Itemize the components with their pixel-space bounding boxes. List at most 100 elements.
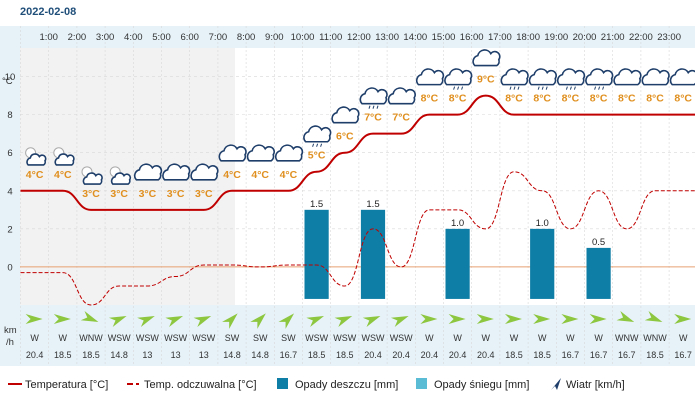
hour-label: 12:00: [347, 32, 371, 43]
y-tick-label: 10: [5, 72, 16, 83]
wind-arrow-icon: [80, 310, 99, 322]
wind-arrow-icon: [674, 314, 692, 324]
rain-drop: [316, 143, 319, 147]
wind-direction-label: W: [510, 333, 519, 343]
wind-speed-label: 16.7: [562, 350, 580, 360]
wind-arrow-icon: [53, 314, 71, 324]
hour-label: 8:00: [237, 32, 256, 43]
wind-arrow-shape: [616, 310, 635, 322]
cloud-shape: [162, 163, 191, 181]
temperature-label: 8°C: [674, 93, 692, 105]
wind-direction-label: WSW: [164, 333, 187, 343]
left-axis-panel: [0, 26, 20, 366]
cloud-icon: [331, 106, 360, 124]
wind-arrow-shape: [222, 313, 238, 329]
temperature-label: 8°C: [562, 93, 580, 105]
rain-drop: [453, 86, 456, 90]
cloud-icon: [415, 68, 445, 86]
rain-drop: [598, 86, 601, 90]
temperature-label: 3°C: [195, 188, 213, 200]
wind-arrow-icon: [250, 313, 266, 329]
hour-label: 20:00: [573, 32, 597, 43]
hour-label: 9:00: [265, 32, 284, 43]
wind-arrow-shape: [420, 314, 438, 324]
hour-label: 7:00: [209, 32, 228, 43]
cloud-shape: [274, 144, 304, 162]
temperature-label: 3°C: [110, 188, 128, 200]
wind-speed-label: 20.4: [392, 350, 410, 360]
cloud-sun-night-icon: [53, 147, 75, 166]
wind-direction-label: W: [594, 333, 603, 343]
legend-rain-label: Opady deszczu [mm]: [295, 379, 398, 391]
wind-speed-label: 14.8: [110, 350, 128, 360]
rain-cloud-icon: [556, 68, 586, 90]
rain-drop: [376, 105, 379, 109]
wind-arrow-shape: [476, 314, 494, 324]
rain-drop: [537, 86, 540, 90]
wind-speed-label: 16.7: [590, 350, 608, 360]
temperature-line: [20, 94, 695, 211]
wind-arrow-icon: [137, 316, 155, 328]
wind-band: [20, 305, 695, 366]
wind-arrow-icon: [561, 314, 579, 324]
cloud-sun-night-icon: [109, 166, 132, 185]
temperature-label: 4°C: [223, 169, 241, 181]
rain-cloud-icon: [359, 87, 388, 109]
wind-arrow-icon: [278, 313, 295, 329]
wind-unit-label-h: /h: [6, 337, 14, 348]
wind-arrow-icon: [306, 316, 325, 328]
rain-cloud-icon: [444, 68, 473, 90]
hour-label: 5:00: [152, 32, 171, 43]
wind-arrow-shape: [80, 310, 99, 322]
wind-direction-label: W: [59, 333, 68, 343]
wind-speed-label: 20.4: [364, 350, 382, 360]
wind-speed-label: 18.5: [505, 350, 523, 360]
wind-direction-label: W: [425, 333, 434, 343]
temperature-label: 4°C: [54, 169, 72, 181]
wind-arrow-shape: [306, 316, 325, 328]
wind-arrow-icon: [420, 314, 438, 324]
wind-arrow-icon: [193, 316, 212, 328]
wind-direction-label: W: [566, 333, 575, 343]
y-axis-unit: °C: [2, 76, 13, 87]
rain-cloud-icon: [585, 68, 614, 90]
cloud-shape: [444, 68, 473, 86]
wind-speed-label: 16.7: [618, 350, 636, 360]
wind-speed-label: 18.5: [533, 350, 551, 360]
y-tick-label: 0: [7, 262, 12, 273]
rain-bar: [304, 209, 329, 299]
rain-label: 0.5: [592, 237, 605, 248]
rain-label: 1.0: [536, 218, 549, 229]
wind-arrow-shape: [674, 314, 692, 324]
legend-feels-like-label: Temp. odczuwalna [°C]: [144, 379, 257, 391]
wind-arrow-icon: [476, 314, 494, 324]
y-tick-label: 4: [7, 186, 12, 197]
cloud-shape: [585, 68, 614, 86]
wind-arrow-icon: [334, 316, 353, 328]
wind-row: km /h W20.4W18.5WNW18.5WSW14.8WSW13WSW13…: [4, 310, 692, 360]
rain-bar: [360, 209, 386, 299]
rain-cloud-icon: [500, 68, 529, 90]
legend-snow-swatch: [416, 378, 427, 389]
wind-arrow-shape: [193, 316, 212, 328]
hour-label: 11:00: [319, 32, 342, 43]
wind-arrow-shape: [278, 313, 295, 329]
rain-drop: [320, 143, 323, 147]
hour-label: 2:00: [68, 32, 87, 43]
cloud-icon: [218, 144, 247, 162]
temperature-label: 4°C: [251, 169, 269, 181]
rain-drop: [541, 86, 544, 90]
wind-arrow-icon: [616, 310, 635, 322]
wind-arrow-icon: [644, 310, 663, 322]
wind-speed-label: 20.4: [421, 350, 439, 360]
temperature-label: 8°C: [533, 93, 551, 105]
legend: Temperatura [°C] Temp. odczuwalna [°C] O…: [8, 378, 625, 391]
cloud-shape: [669, 68, 695, 86]
wind-arrow-icon: [505, 314, 522, 324]
temperature-label: 3°C: [82, 188, 100, 200]
rain-label: 1.0: [451, 218, 464, 229]
hour-label: 10:00: [291, 32, 315, 43]
temperature-label: 3°C: [139, 188, 157, 200]
wind-arrow-shape: [561, 314, 579, 324]
